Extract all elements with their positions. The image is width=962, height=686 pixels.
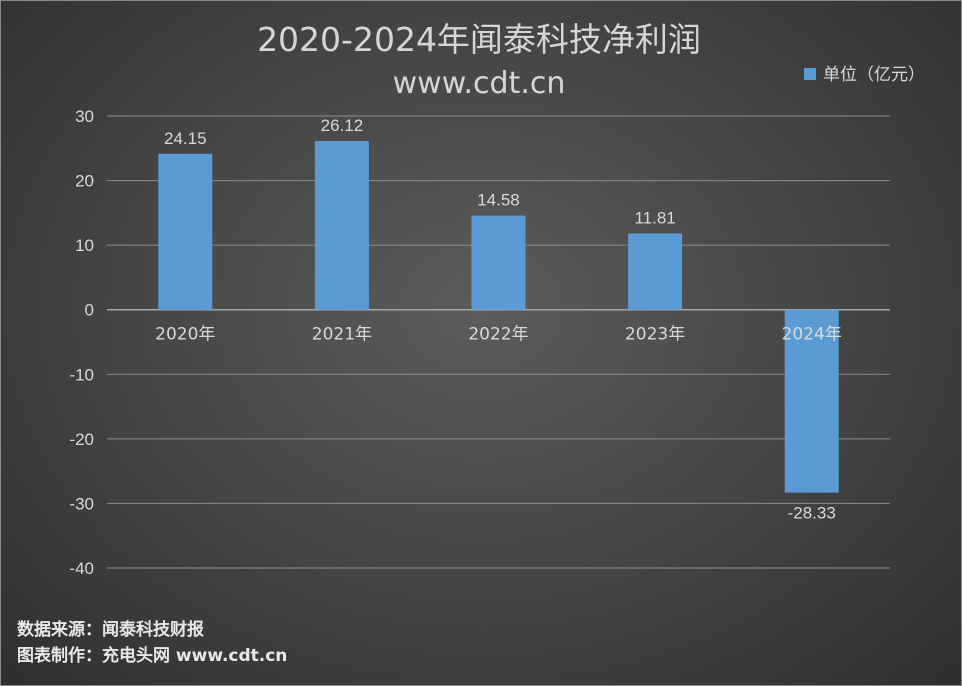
y-tick-label: 0 <box>85 301 94 320</box>
data-label: 26.12 <box>321 116 364 135</box>
data-label: 24.15 <box>164 129 207 148</box>
y-tick-label: -10 <box>69 365 94 384</box>
gridlines <box>107 115 890 569</box>
x-category-label: 2023年 <box>625 325 685 345</box>
legend-swatch <box>804 68 816 80</box>
bar <box>628 233 683 310</box>
x-category-label: 2020年 <box>155 325 215 345</box>
bar <box>471 215 526 310</box>
data-source-note: 数据来源：闻泰科技财报 <box>17 620 204 640</box>
y-tick-label: 30 <box>75 107 94 126</box>
chart-title: 2020-2024年闻泰科技净利润 <box>257 20 701 59</box>
data-label: 11.81 <box>634 208 675 227</box>
data-label: 14.58 <box>477 191 520 210</box>
legend: 单位（亿元） <box>804 65 925 85</box>
bar <box>314 141 369 310</box>
x-category-label: 2022年 <box>468 325 528 345</box>
chart-credit-note: 图表制作：充电头网 www.cdt.cn <box>17 646 288 666</box>
y-tick-label: -30 <box>69 494 94 513</box>
x-category-label: 2021年 <box>312 325 372 345</box>
chart-subtitle: www.cdt.cn <box>393 66 566 101</box>
bar <box>784 309 839 493</box>
y-tick-label: -20 <box>69 430 94 449</box>
x-category-label: 2024年 <box>782 325 842 345</box>
y-tick-label: 10 <box>75 236 94 255</box>
legend-label: 单位（亿元） <box>823 65 925 85</box>
bars <box>158 141 839 493</box>
bar <box>158 153 213 310</box>
data-label: -28.33 <box>788 504 836 523</box>
y-tick-label: -40 <box>69 559 94 578</box>
y-tick-label: 20 <box>75 172 94 191</box>
labels: 30 20 10 0 -10 -20 -30 -40 24.15 2020年 26.12 2021年 1… <box>69 107 841 578</box>
